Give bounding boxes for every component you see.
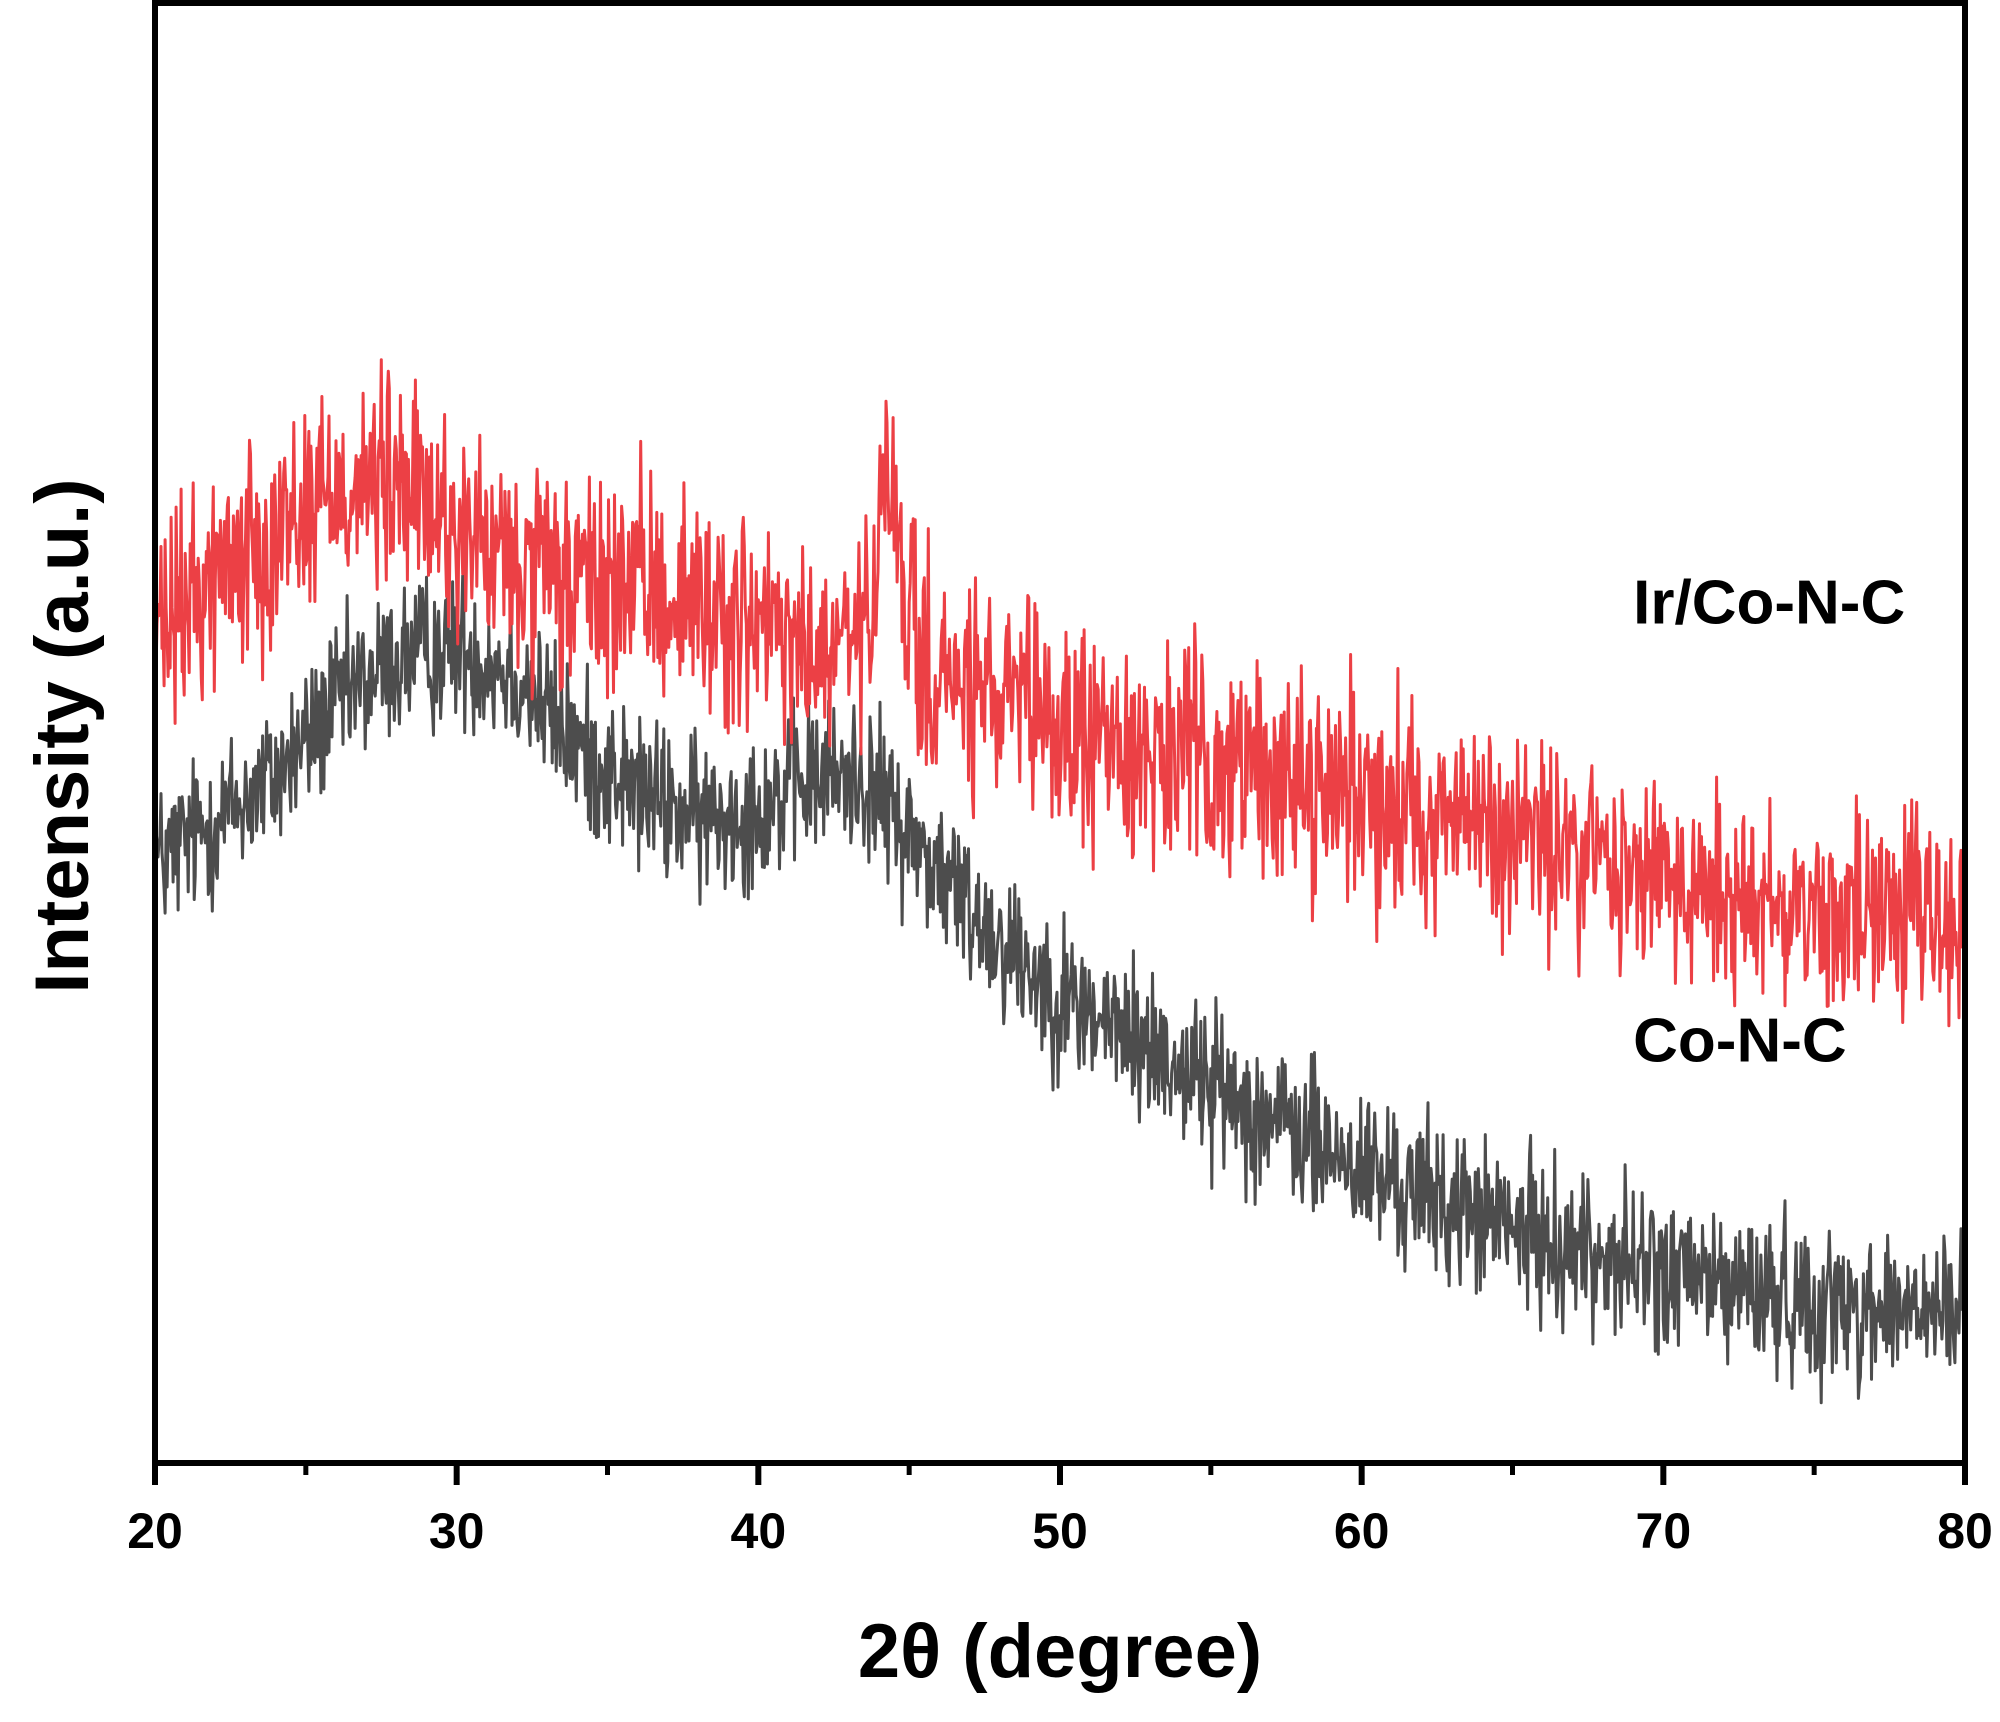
series-annotations: Ir/Co-N-C Co-N-C <box>1633 569 1905 1076</box>
x-tick-label: 70 <box>1636 1503 1692 1559</box>
x-tick-label: 50 <box>1032 1503 1088 1559</box>
x-tick-label: 30 <box>429 1503 485 1559</box>
x-tick-label: 60 <box>1334 1503 1390 1559</box>
series-label-ir-co-n-c: Ir/Co-N-C <box>1633 569 1905 638</box>
series-line-co-n-c <box>153 567 1967 1405</box>
series-line-ir-co-n-c <box>153 358 1967 1028</box>
series-layer <box>153 358 1967 1405</box>
x-tick-label: 80 <box>1937 1503 1993 1559</box>
x-axis-title: 2θ (degree) <box>858 1609 1262 1694</box>
x-axis-ticks: 20 30 40 50 60 70 80 <box>127 1463 1993 1559</box>
x-tick-label: 40 <box>731 1503 787 1559</box>
y-axis-title: Intensity (a.u.) <box>20 478 105 993</box>
series-label-co-n-c: Co-N-C <box>1633 1007 1847 1076</box>
x-tick-label: 20 <box>127 1503 183 1559</box>
